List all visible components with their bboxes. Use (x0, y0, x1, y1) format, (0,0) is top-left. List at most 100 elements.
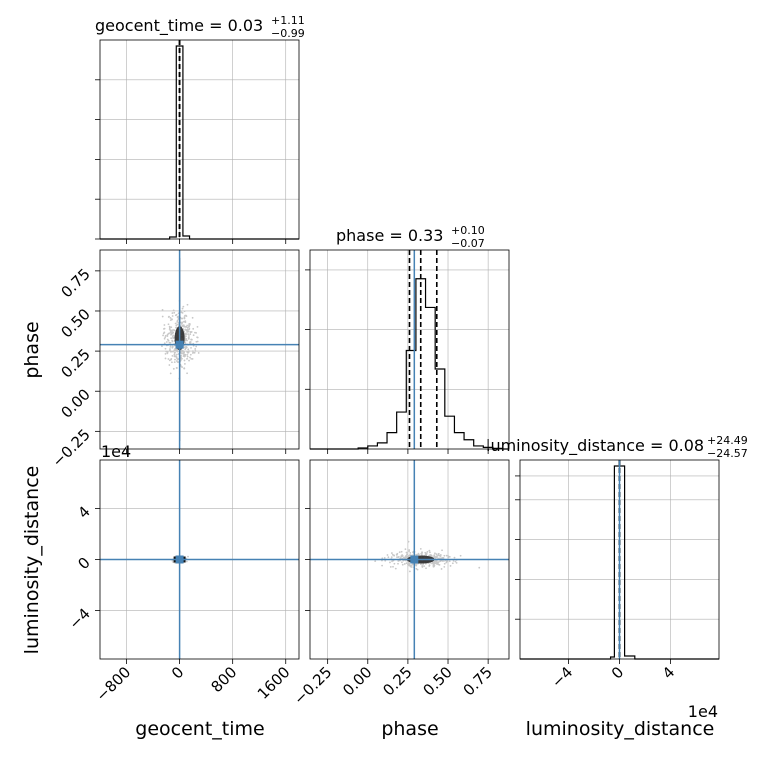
panel-phase-vs-geocent-time-sample-point (186, 351, 189, 353)
panel-phase-vs-geocent-time-sample-point (173, 361, 176, 363)
panel-phase-vs-geocent-time-sample-point (163, 331, 166, 334)
panel-luminosity-distance-vs-phase-sample-point (434, 552, 436, 555)
panel-phase-vs-geocent-time-sample-point (182, 324, 185, 327)
panel-phase-vs-geocent-time-sample-point (173, 355, 176, 358)
panel-luminosity-distance-vs-phase-sample-point (441, 549, 443, 552)
panel-luminosity-distance-vs-phase-sample-point (389, 561, 391, 564)
panel-phase-vs-geocent-time-sample-point (190, 346, 192, 349)
panel-phase-vs-geocent-time-ytick-label-0: −0.25 (49, 425, 94, 470)
panel-phase-vs-geocent-time-sample-point (166, 351, 169, 353)
panel-phase-vs-geocent-time-sample-point (169, 345, 172, 348)
panel-luminosity-distance-vs-phase-sample-point (401, 561, 403, 564)
panel-phase-vs-geocent-time-sample-point (171, 345, 174, 348)
panel-phase-vs-geocent-time-sample-point (183, 367, 186, 370)
panel-phase-vs-geocent-time-sample-point (164, 352, 167, 355)
panel-phase-vs-geocent-time-ytick-label-4: 0.75 (57, 265, 93, 301)
panel-phase-vs-geocent-time-sample-point (180, 365, 182, 367)
panel-phase-vs-geocent-time-sample-point (176, 350, 179, 353)
panel-luminosity-distance-vs-phase-sample-point (409, 564, 411, 567)
panel-phase-vs-geocent-time-sample-point (176, 367, 178, 369)
panel-phase-vs-geocent-time-sample-point (161, 309, 164, 311)
panel-luminosity-distance-hist-xtick-label-1: 0 (608, 663, 627, 682)
panel-phase-vs-geocent-time-sample-point (186, 355, 189, 358)
panel-luminosity-distance-vs-phase-sample-point (435, 553, 438, 556)
title-geocent-time: geocent_time = 0.03 (95, 16, 263, 36)
panel-luminosity-distance-vs-phase-sample-point (415, 567, 418, 570)
panel-phase-vs-geocent-time-sample-point (173, 311, 176, 314)
panel-phase-vs-geocent-time-sample-point (168, 341, 171, 344)
panel-luminosity-distance-vs-phase-sample-point (445, 554, 448, 557)
panel-phase-vs-geocent-time-sample-point (183, 363, 186, 365)
panel-phase-vs-geocent-time-sample-point (167, 358, 170, 360)
panel-phase-vs-geocent-time-sample-point (190, 357, 193, 360)
panel-luminosity-distance-vs-phase-xtick-label-1: 0.00 (339, 663, 375, 699)
panel-luminosity-distance-vs-phase-sample-point (428, 549, 431, 552)
panel-phase-vs-geocent-time-sample-point (176, 315, 179, 318)
panel-luminosity-distance-vs-phase-sample-point (374, 560, 377, 563)
panel-luminosity-distance-vs-phase-sample-point (421, 565, 424, 567)
panel-luminosity-distance-vs-phase-sample-point (421, 551, 424, 554)
panel-phase-vs-geocent-time-sample-point (185, 345, 187, 348)
panel-luminosity-distance-vs-phase-sample-point (406, 553, 408, 556)
panel-phase-vs-geocent-time-sample-point (191, 352, 194, 354)
xlabel-phase: phase (381, 718, 438, 740)
panel-phase-vs-geocent-time-sample-point (162, 334, 164, 337)
panel-luminosity-distance-vs-phase-sample-point (391, 560, 393, 563)
panel-luminosity-distance-vs-phase-sample-point (429, 551, 431, 554)
panel-luminosity-distance-vs-phase-sample-point (407, 554, 410, 557)
panel-luminosity-distance-vs-phase-sample-point (440, 568, 443, 570)
panel-luminosity-distance-vs-phase-sample-point (408, 562, 411, 565)
panel-luminosity-distance-vs-phase-sample-point (452, 559, 455, 562)
panel-phase-vs-geocent-time-sample-point (189, 331, 192, 333)
panel-luminosity-distance-vs-phase-sample-point (404, 548, 407, 551)
title-geocent-time-text: geocent_time = 0.03 (95, 16, 263, 36)
panel-phase-vs-geocent-time-sample-point (169, 317, 172, 319)
panel-luminosity-distance-vs-phase-sample-point (420, 563, 422, 566)
panel-phase-vs-geocent-time-sample-point (188, 335, 190, 337)
panel-phase-vs-geocent-time-frame (99, 249, 300, 450)
title-phase: phase = 0.33 (336, 226, 443, 245)
panel-phase-vs-geocent-time-sample-point (175, 353, 178, 356)
panel-phase-vs-geocent-time-sample-point (181, 366, 183, 368)
panel-luminosity-distance-vs-phase-sample-point (455, 561, 458, 564)
panel-phase-vs-geocent-time-sample-point (168, 364, 171, 366)
panel-phase-vs-geocent-time-sample-point (168, 315, 170, 318)
panel-phase-vs-geocent-time-ytick-label-3: 0.50 (57, 305, 93, 341)
panel-phase-vs-geocent-time-sample-point (169, 372, 172, 375)
panel-phase-vs-geocent-time-sample-point (165, 350, 168, 353)
panel-luminosity-distance-vs-phase-sample-point (406, 556, 409, 559)
panel-luminosity-distance-vs-phase-sample-point (383, 557, 386, 559)
panel-luminosity-distance-vs-geocent-time-ytick-label-2: 4 (74, 503, 93, 522)
panel-luminosity-distance-vs-phase-sample-point (389, 566, 392, 568)
panel-phase-vs-geocent-time-sample-point (186, 328, 189, 331)
panel-phase-vs-geocent-time-sample-point (171, 361, 173, 364)
panel-luminosity-distance-vs-phase-sample-point (405, 562, 408, 565)
offset-label-y-luminosity-distance: 1e4 (101, 442, 131, 461)
panel-phase-vs-geocent-time-sample-point (170, 330, 173, 333)
panel-luminosity-distance-vs-phase-sample-point (395, 553, 398, 556)
panel-phase-vs-geocent-time-sample-point (183, 310, 186, 313)
panel-phase-vs-geocent-time-sample-point (172, 350, 174, 353)
panel-luminosity-distance-hist-xtick-label-2: 4 (659, 663, 678, 682)
panel-phase-vs-geocent-time-sample-point (168, 328, 171, 330)
panel-luminosity-distance-vs-phase-sample-point (410, 566, 413, 568)
panel-luminosity-distance-vs-phase-sample-point (436, 563, 438, 565)
panels-layer: −0.250.000.250.500.75−800 0 800 1600−404−0.… (49, 39, 720, 708)
panel-phase-vs-geocent-time-sample-point (183, 346, 186, 349)
panel-luminosity-distance-vs-phase-sample-point (478, 566, 481, 569)
panel-luminosity-distance-vs-phase-sample-point (454, 560, 457, 563)
panel-phase-vs-geocent-time-sample-point (188, 323, 191, 325)
panel-phase-vs-geocent-time-sample-point (195, 340, 198, 343)
panel-luminosity-distance-vs-phase-sample-point (400, 555, 403, 558)
panel-luminosity-distance-vs-phase-sample-point (398, 551, 401, 554)
panel-phase-vs-geocent-time-sample-point (192, 327, 195, 330)
panel-luminosity-distance-vs-phase-sample-point (439, 555, 442, 558)
panel-phase-vs-geocent-time-sample-point (176, 319, 179, 322)
panel-luminosity-distance-vs-phase-sample-point (405, 551, 408, 554)
panel-phase-vs-geocent-time-sample-point (184, 353, 187, 356)
panel-phase-vs-geocent-time-sample-point (174, 322, 177, 325)
panel-phase-vs-geocent-time-sample-point (168, 332, 170, 335)
panel-luminosity-distance-hist-xtick-label-0: −4 (548, 663, 576, 691)
panel-luminosity-distance-vs-phase-frame (309, 459, 510, 660)
